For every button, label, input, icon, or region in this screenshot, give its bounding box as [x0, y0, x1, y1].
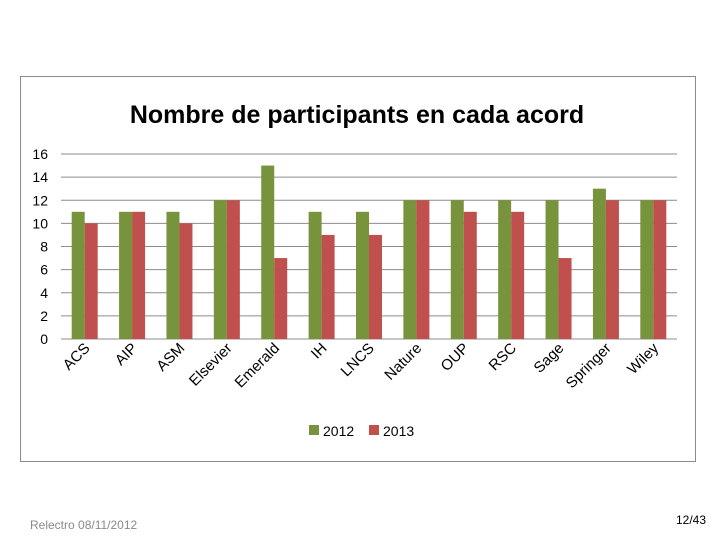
chart-title: Nombre de participants en cada acord	[130, 101, 584, 129]
bar-2013-Sage	[558, 258, 572, 339]
bar-2013-Elsevier	[226, 200, 240, 339]
bar-2013-IH	[321, 234, 335, 339]
x-tick-label: Nature	[381, 340, 425, 384]
bar-2012-ASM	[166, 211, 180, 339]
y-tick-label: 6	[40, 262, 48, 278]
y-tick-label: 10	[32, 215, 48, 231]
y-tick-label: 0	[40, 331, 48, 347]
x-tick-label: ASM	[153, 340, 188, 375]
x-tick-label: OUP	[438, 340, 473, 375]
y-tick-label: 12	[32, 192, 48, 208]
bar-2012-Sage	[545, 200, 559, 339]
bar-chart: Nombre de participants en cada acord 0 2 4…	[32, 101, 677, 439]
x-tick-label: Emerald	[232, 340, 284, 392]
bar-2013-ACS	[84, 223, 98, 339]
bar-2012-RSC	[498, 200, 512, 339]
bar-2012-Emerald	[261, 165, 275, 339]
bar-2012-Springer	[592, 188, 606, 339]
bar-2013-Nature	[416, 200, 430, 339]
bars	[71, 165, 667, 339]
chart-frame: Nombre de participants en cada acord 0 2 4…	[20, 76, 696, 462]
bar-2013-Springer	[605, 200, 619, 339]
bar-2012-Wiley	[640, 200, 654, 339]
bar-2012-IH	[308, 211, 322, 339]
bar-2012-OUP	[450, 200, 464, 339]
y-tick-label: 4	[40, 285, 48, 301]
legend-swatch-2012	[309, 425, 319, 435]
y-axis-ticks: 0 2 4 6 8 10 12 14 16	[32, 146, 48, 347]
bar-2012-AIP	[119, 211, 133, 339]
x-tick-label: Elsevier	[186, 340, 236, 390]
x-tick-label: RSC	[486, 340, 521, 375]
legend-label-2012: 2012	[323, 423, 354, 439]
bar-2012-LNCS	[356, 211, 369, 339]
bar-2013-RSC	[511, 211, 525, 339]
bar-2012-ACS	[71, 211, 85, 339]
y-tick-label: 8	[40, 239, 48, 255]
x-tick-label: Springer	[563, 340, 615, 392]
bar-2013-AIP	[132, 211, 146, 339]
x-tick-label: Wiley	[624, 339, 662, 377]
y-tick-label: 2	[40, 308, 48, 324]
page-number: 12/43	[675, 513, 706, 527]
x-tick-label: ACS	[60, 340, 94, 374]
x-tick-label: IH	[308, 340, 331, 363]
bar-2013-Emerald	[274, 258, 288, 339]
legend-label-2013: 2013	[383, 423, 414, 439]
bar-2012-Nature	[403, 200, 417, 339]
x-tick-label: Sage	[531, 340, 568, 377]
bar-2013-LNCS	[369, 234, 382, 339]
footer-text: Relectro 08/11/2012	[30, 518, 138, 532]
legend: 2012 2013	[309, 423, 414, 439]
bar-2013-OUP	[463, 211, 477, 339]
x-tick-label: AIP	[112, 340, 141, 369]
y-tick-label: 16	[32, 146, 48, 162]
bar-2013-ASM	[179, 223, 193, 339]
bar-2012-Elsevier	[213, 200, 227, 339]
x-tick-label: LNCS	[338, 340, 378, 380]
y-tick-label: 14	[32, 169, 48, 185]
legend-swatch-2013	[369, 425, 379, 435]
bar-2013-Wiley	[653, 200, 667, 339]
